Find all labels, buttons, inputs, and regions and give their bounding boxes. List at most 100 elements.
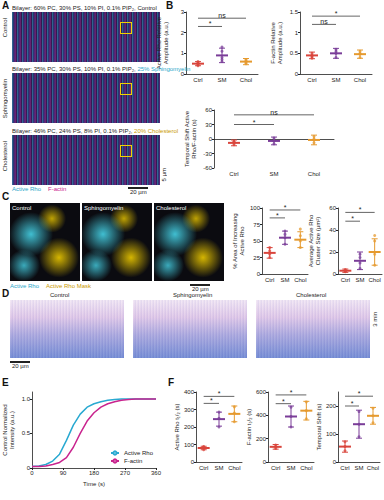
svg-text:Temporal Shift (s): Temporal Shift (s) [316, 403, 322, 450]
svg-text:Amplitude (a.u.): Amplitude (a.u.) [277, 22, 283, 64]
svg-text:F-actin t₁/₂ (s): F-actin t₁/₂ (s) [246, 409, 252, 445]
svg-text:-30: -30 [203, 151, 212, 157]
svg-text:0: 0 [191, 459, 195, 465]
svg-text:Chol: Chol [240, 77, 252, 83]
svg-text:Active Rho: Active Rho [124, 450, 154, 456]
svg-text:% Area of Increasing: % Area of Increasing [232, 213, 238, 268]
svg-text:0: 0 [30, 470, 34, 476]
svg-text:Chol: Chol [354, 77, 366, 83]
svg-text:*: * [335, 10, 338, 17]
svg-text:*: * [276, 212, 279, 219]
svg-text:*: * [351, 400, 354, 407]
svg-text:ns: ns [218, 12, 226, 19]
svg-text:*: * [290, 389, 293, 396]
svg-text:600: 600 [256, 389, 267, 395]
svg-text:ns: ns [270, 109, 278, 116]
svg-text:*: * [253, 119, 256, 126]
svg-text:SM: SM [215, 465, 224, 471]
svg-text:Chol: Chol [294, 277, 306, 283]
svg-text:100: 100 [326, 431, 337, 437]
svg-text:75: 75 [253, 222, 260, 228]
svg-text:SM: SM [270, 171, 279, 177]
html-text:B: B [166, 0, 174, 11]
svg-text:50: 50 [253, 238, 260, 244]
svg-text:300: 300 [184, 407, 195, 413]
svg-text:*: * [209, 20, 212, 27]
svg-text:400: 400 [184, 389, 195, 395]
svg-text:*: * [358, 390, 361, 397]
svg-text:*: * [210, 397, 213, 404]
svg-text:Ctrl: Ctrl [229, 171, 238, 177]
svg-text:60: 60 [205, 107, 212, 113]
svg-text:0: 0 [257, 271, 261, 277]
svg-text:Chol: Chol [308, 171, 320, 177]
svg-text:30: 30 [205, 122, 212, 128]
svg-text:90: 90 [60, 470, 67, 476]
svg-text:Control Normalized: Control Normalized [2, 404, 8, 455]
svg-text:0.5: 0.5 [290, 50, 299, 56]
svg-text:400: 400 [256, 412, 267, 418]
svg-text:Rho/F-actin (s): Rho/F-actin (s) [191, 119, 197, 159]
svg-text:Time (s): Time (s) [83, 481, 105, 487]
svg-text:Active Rho t₁/₂ (s): Active Rho t₁/₂ (s) [174, 403, 180, 450]
svg-text:SM: SM [218, 77, 227, 83]
svg-text:ns: ns [320, 18, 328, 25]
svg-text:Ctrl: Ctrl [307, 77, 316, 83]
svg-text:Intensity (a.u.): Intensity (a.u.) [9, 411, 15, 449]
svg-text:0: 0 [263, 459, 267, 465]
svg-text:SM: SM [332, 77, 341, 83]
svg-text:180: 180 [89, 470, 100, 476]
svg-text:Active Rho Relative: Active Rho Relative [156, 16, 162, 69]
svg-text:0: 0 [209, 136, 213, 142]
svg-text:Ctrl: Ctrl [340, 465, 349, 471]
svg-text:*: * [218, 390, 221, 397]
svg-text:F-actin: F-actin [124, 458, 142, 464]
svg-text:Ctrl: Ctrl [193, 77, 202, 83]
svg-text:-60: -60 [203, 165, 212, 171]
svg-text:0: 0 [295, 71, 299, 77]
svg-text:3: 3 [181, 9, 185, 15]
svg-text:*: * [284, 204, 287, 211]
svg-text:Chol: Chol [300, 465, 312, 471]
svg-text:Ctrl: Ctrl [341, 277, 350, 283]
svg-text:Temporal Shift Active: Temporal Shift Active [184, 110, 190, 167]
svg-text:Chol: Chol [367, 465, 379, 471]
svg-text:*: * [282, 398, 285, 405]
svg-text:Chol: Chol [228, 465, 240, 471]
svg-text:270: 270 [120, 470, 131, 476]
svg-text:SM: SM [356, 277, 365, 283]
svg-text:F-actin Relative: F-actin Relative [270, 22, 276, 64]
svg-text:1.0: 1.0 [22, 396, 31, 402]
svg-text:20: 20 [329, 249, 336, 255]
svg-text:SM: SM [281, 277, 290, 283]
svg-text:40: 40 [329, 227, 336, 233]
svg-text:360: 360 [151, 470, 162, 476]
svg-text:Ctrl: Ctrl [265, 277, 274, 283]
svg-text:1: 1 [181, 50, 185, 56]
svg-text:200: 200 [326, 403, 337, 409]
svg-text:Cluster Size (µm²): Cluster Size (µm²) [315, 217, 321, 265]
svg-text:25: 25 [253, 255, 260, 261]
svg-text:1: 1 [295, 30, 299, 36]
svg-text:Ctrl: Ctrl [199, 465, 208, 471]
svg-text:60: 60 [329, 205, 336, 211]
svg-text:100: 100 [184, 442, 195, 448]
svg-text:0.5: 0.5 [22, 430, 31, 436]
svg-text:1.5: 1.5 [290, 9, 299, 15]
svg-text:*: * [359, 206, 362, 213]
svg-text:Chol: Chol [368, 277, 380, 283]
svg-text:0: 0 [333, 459, 337, 465]
svg-text:100: 100 [250, 205, 261, 211]
svg-text:Amplitude (a.u.): Amplitude (a.u.) [163, 22, 169, 64]
svg-text:SM: SM [355, 465, 364, 471]
svg-text:0: 0 [333, 271, 337, 277]
svg-text:200: 200 [256, 436, 267, 442]
svg-text:SM: SM [287, 465, 296, 471]
svg-text:*: * [351, 215, 354, 222]
svg-text:200: 200 [184, 424, 195, 430]
html-text:A: A [2, 0, 10, 11]
svg-text:Active Rho: Active Rho [239, 226, 245, 256]
svg-text:2: 2 [181, 30, 185, 36]
svg-text:Ctrl: Ctrl [271, 465, 280, 471]
svg-text:Average Active Rho: Average Active Rho [308, 214, 314, 267]
